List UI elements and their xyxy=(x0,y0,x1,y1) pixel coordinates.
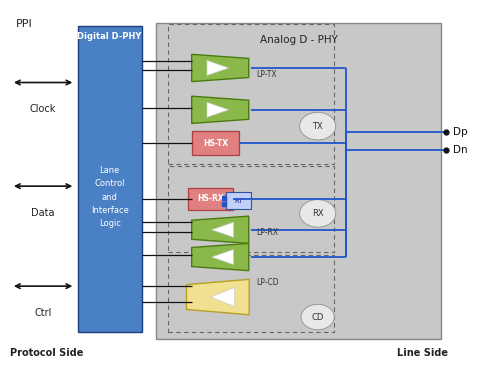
Text: Data: Data xyxy=(31,208,55,218)
Polygon shape xyxy=(192,243,249,271)
Text: HS-RX: HS-RX xyxy=(197,194,224,203)
Text: LP-CD: LP-CD xyxy=(256,278,278,287)
Bar xyxy=(78,26,142,331)
Bar xyxy=(168,166,334,251)
Bar xyxy=(188,188,233,210)
Text: Digital D-PHY: Digital D-PHY xyxy=(77,32,142,41)
Text: Ctrl: Ctrl xyxy=(35,308,52,318)
Text: LP-TX: LP-TX xyxy=(256,70,276,79)
Bar xyxy=(168,255,334,331)
Text: RX: RX xyxy=(312,209,324,218)
Polygon shape xyxy=(207,102,228,117)
Bar xyxy=(156,23,441,339)
Text: Clock: Clock xyxy=(30,104,56,114)
Polygon shape xyxy=(192,216,249,243)
Polygon shape xyxy=(192,54,249,82)
Circle shape xyxy=(300,200,336,227)
Text: Line Side: Line Side xyxy=(397,348,448,358)
Circle shape xyxy=(300,112,336,140)
Text: TX: TX xyxy=(312,122,323,131)
Polygon shape xyxy=(212,222,233,237)
Polygon shape xyxy=(192,96,249,123)
Text: Lane
Control
and
Interface
Logic: Lane Control and Interface Logic xyxy=(91,166,129,228)
Text: LP-RX: LP-RX xyxy=(256,228,278,237)
Polygon shape xyxy=(212,250,233,265)
Text: CD: CD xyxy=(312,312,324,322)
Text: PPI: PPI xyxy=(16,19,33,29)
Text: Analog D - PHY: Analog D - PHY xyxy=(260,35,337,45)
Text: Dn: Dn xyxy=(453,145,468,155)
Text: RT: RT xyxy=(234,198,242,204)
Bar xyxy=(226,192,251,210)
Bar xyxy=(192,131,239,155)
Text: Protocol Side: Protocol Side xyxy=(10,348,84,358)
Polygon shape xyxy=(186,279,249,315)
Text: Dp: Dp xyxy=(453,127,468,137)
Polygon shape xyxy=(207,61,228,76)
Text: HS-TX: HS-TX xyxy=(203,139,228,148)
Polygon shape xyxy=(211,288,235,307)
Circle shape xyxy=(301,304,334,330)
Bar xyxy=(168,24,334,164)
